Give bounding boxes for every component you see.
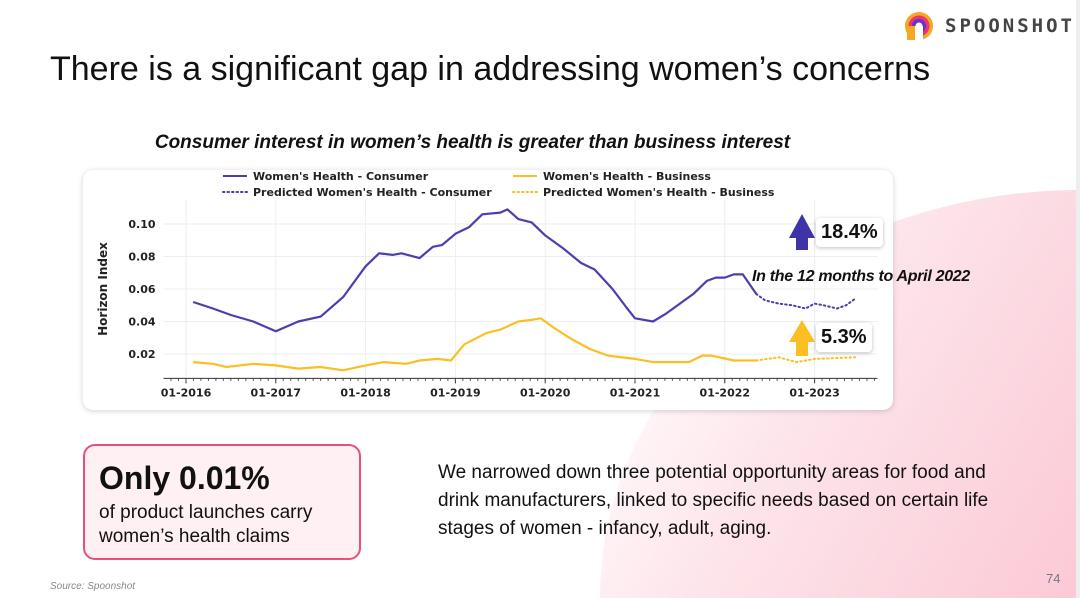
stat-value: Only 0.01% [99,460,270,496]
y-tick-label: 0.06 [128,283,155,296]
legend-label: Predicted Women's Health - Consumer [253,186,492,199]
y-axis-label: Horizon Index [96,242,110,336]
up-arrow-icon [789,214,815,250]
series-line-3 [193,317,757,372]
y-tick-label: 0.02 [128,348,155,361]
x-tick-label: 01-2023 [789,386,840,399]
x-tick-label: 01-2017 [251,386,301,399]
consumer-growth-badge: 18.4% [816,218,883,247]
x-tick-label: 01-2020 [520,386,571,399]
slide-title: There is a significant gap in addressing… [50,50,931,88]
legend-label: Predicted Women's Health - Business [543,186,775,199]
stat-callout: Only 0.01% of product launches carry wom… [83,444,361,560]
slide-edge [1076,0,1080,598]
series-line-2 [755,292,856,310]
x-tick-label: 01-2016 [161,386,212,399]
x-tick-label: 01-2019 [430,386,481,399]
spoonshot-logo-icon [905,12,933,42]
y-tick-label: 0.08 [128,251,155,264]
up-arrow-icon [789,320,815,356]
period-annotation: In the 12 months to April 2022 [752,268,971,285]
line-chart: 0.02 0.04 0.06 0.08 0.10 01-2016 01-2017 01-201… [96,170,878,399]
x-tick-label: 01-2018 [340,386,391,399]
source-note: Source: Spoonshot [50,581,136,592]
spoonshot-logo: SPOONSHOT [903,10,1075,42]
page-number: 74 [1046,571,1061,586]
chart-title: Consumer interest in women’s health is g… [154,132,791,153]
summary-paragraph: We narrowed down three potential opportu… [438,462,989,539]
x-tick-label: 01-2021 [610,386,661,399]
chart-card: 0.02 0.04 0.06 0.08 0.10 01-2016 01-2017 01-201… [83,170,893,410]
business-growth-badge: 5.3% [816,323,872,352]
series-line-4 [755,356,856,364]
legend-label: Women's Health - Business [543,170,711,183]
legend-label: Women's Health - Consumer [253,170,429,183]
y-tick-label: 0.10 [128,218,155,231]
brand-name: SPOONSHOT [945,15,1075,37]
x-tick-label: 01-2022 [700,386,751,399]
y-tick-label: 0.04 [128,316,155,329]
stat-description: of product launches carry women’s health… [99,502,313,547]
series-line-1 [192,208,758,333]
